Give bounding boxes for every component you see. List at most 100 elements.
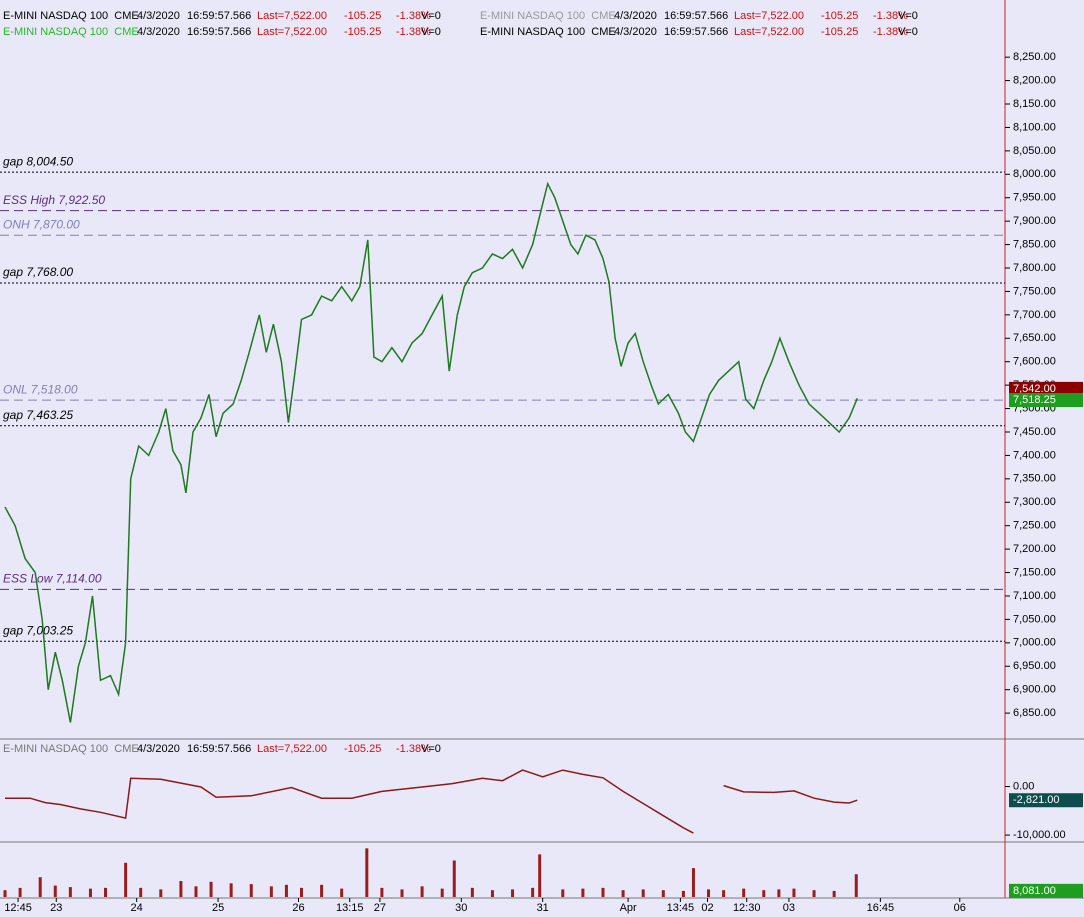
y-tick-label: 8,000.00 <box>1013 168 1056 180</box>
last-value-box <box>1009 883 1083 898</box>
header-date: 4/3/2020 <box>614 26 657 38</box>
volume-bar <box>53 885 57 897</box>
volume-bar <box>124 862 128 897</box>
header-last: Last=7,522.00 <box>257 26 327 38</box>
y-tick-label: 7,900.00 <box>1013 215 1056 227</box>
volume-bar <box>269 886 273 897</box>
y-tick-label: 8,150.00 <box>1013 98 1056 110</box>
volume-bar <box>300 887 303 897</box>
header-name: E-MINI NASDAQ 100 CME <box>480 26 616 38</box>
volume-bar <box>470 887 474 897</box>
x-tick-label: 16:45 <box>867 902 895 914</box>
header-pct: -1.38% <box>873 26 908 38</box>
volume-bar <box>511 889 515 897</box>
volume-bar <box>320 884 324 897</box>
volume-bar <box>742 888 746 897</box>
header-last: Last=7,522.00 <box>734 10 804 22</box>
x-tick-label: 31 <box>537 902 549 914</box>
volume-bar <box>380 887 384 897</box>
volume-bar <box>38 877 42 897</box>
volume-bar <box>104 887 108 897</box>
y-tick-label: 7,600.00 <box>1013 356 1056 368</box>
header-name: E-MINI NASDAQ 100 CME <box>3 10 139 22</box>
volume-bar <box>538 854 542 897</box>
header-last: Last=7,522.00 <box>257 743 327 755</box>
header-time: 16:59:57.566 <box>664 26 728 38</box>
x-tick-label: 13:45 <box>667 902 695 914</box>
y-tick-label: -10,000.00 <box>1013 829 1066 841</box>
header-pct: -1.38% <box>396 10 431 22</box>
header-time: 16:59:57.566 <box>664 10 728 22</box>
volume-bar <box>3 890 7 897</box>
y-tick-label: 7,350.00 <box>1013 473 1056 485</box>
y-tick-label: 7,650.00 <box>1013 332 1056 344</box>
header-change: -105.25 <box>821 26 858 38</box>
header-date: 4/3/2020 <box>137 743 180 755</box>
header-time: 16:59:57.566 <box>187 10 251 22</box>
volume-bar <box>340 888 344 897</box>
x-tick-label: Apr <box>620 902 637 914</box>
volume-bar <box>229 883 233 897</box>
y-tick-label: 6,900.00 <box>1013 684 1056 696</box>
volume-bar <box>420 886 424 897</box>
y-tick-label: 6,850.00 <box>1013 707 1056 719</box>
header-vol: V=0 <box>898 26 918 38</box>
volume-bar <box>832 890 836 897</box>
last-value-label: 7,518.25 <box>1013 394 1056 406</box>
last-value-box <box>1009 793 1083 808</box>
x-tick-label: 25 <box>212 902 224 914</box>
y-tick-label: 7,750.00 <box>1013 285 1056 297</box>
header-change: -105.25 <box>344 10 381 22</box>
y-tick-label: 0.00 <box>1013 780 1034 792</box>
volume-bar <box>490 890 494 897</box>
x-tick-label: 30 <box>455 902 467 914</box>
volume-bar <box>641 889 645 897</box>
volume-bar <box>18 887 22 897</box>
volume-bar <box>621 890 625 897</box>
y-tick-label: 7,400.00 <box>1013 449 1056 461</box>
level-label: ESS Low 7,114.00 <box>3 572 102 586</box>
y-tick-label: 7,250.00 <box>1013 520 1056 532</box>
volume-bar <box>661 890 665 897</box>
header-pct: -1.38% <box>396 26 431 38</box>
header-vol: V=0 <box>421 26 441 38</box>
y-tick-label: 7,950.00 <box>1013 192 1056 204</box>
last-value-label: 8,081.00 <box>1013 885 1056 897</box>
last-value-box <box>1009 381 1083 396</box>
volume-bar <box>681 890 685 897</box>
y-tick-label: 7,300.00 <box>1013 496 1056 508</box>
x-tick-label: 24 <box>131 902 143 914</box>
x-tick-label: 27 <box>374 902 386 914</box>
level-label: ONH 7,870.00 <box>3 217 80 231</box>
header-change: -105.25 <box>344 26 381 38</box>
header-name: E-MINI NASDAQ 100 CME <box>3 26 139 38</box>
volume-bar <box>854 874 858 897</box>
volume-bar <box>179 881 183 897</box>
y-tick-label: 7,700.00 <box>1013 309 1056 321</box>
header-pct: -1.38% <box>396 743 431 755</box>
x-tick-label: 13:15 <box>336 902 364 914</box>
volume-bar <box>601 887 605 897</box>
level-label: gap 7,003.25 <box>3 623 73 637</box>
y-tick-label: 7,450.00 <box>1013 426 1056 438</box>
y-tick-label: 7,100.00 <box>1013 590 1056 602</box>
volume-bar <box>777 889 781 897</box>
series-line <box>5 769 858 834</box>
level-label: ESS High 7,922.50 <box>3 193 105 207</box>
y-tick-label: 7,200.00 <box>1013 543 1056 555</box>
volume-bar <box>812 890 816 897</box>
volume-bar <box>159 889 163 897</box>
volume-bar <box>531 887 535 897</box>
header-pct: -1.38% <box>873 10 908 22</box>
header-date: 4/3/2020 <box>137 10 180 22</box>
volume-bar <box>400 889 404 897</box>
volume-bar <box>792 888 796 897</box>
header-time: 16:59:57.566 <box>187 743 251 755</box>
y-tick-label: 8,050.00 <box>1013 145 1056 157</box>
volume-bar <box>452 860 456 897</box>
volume-bar <box>762 890 766 897</box>
header-vol: V=0 <box>421 10 441 22</box>
last-value-label: 7,542.00 <box>1013 383 1056 395</box>
